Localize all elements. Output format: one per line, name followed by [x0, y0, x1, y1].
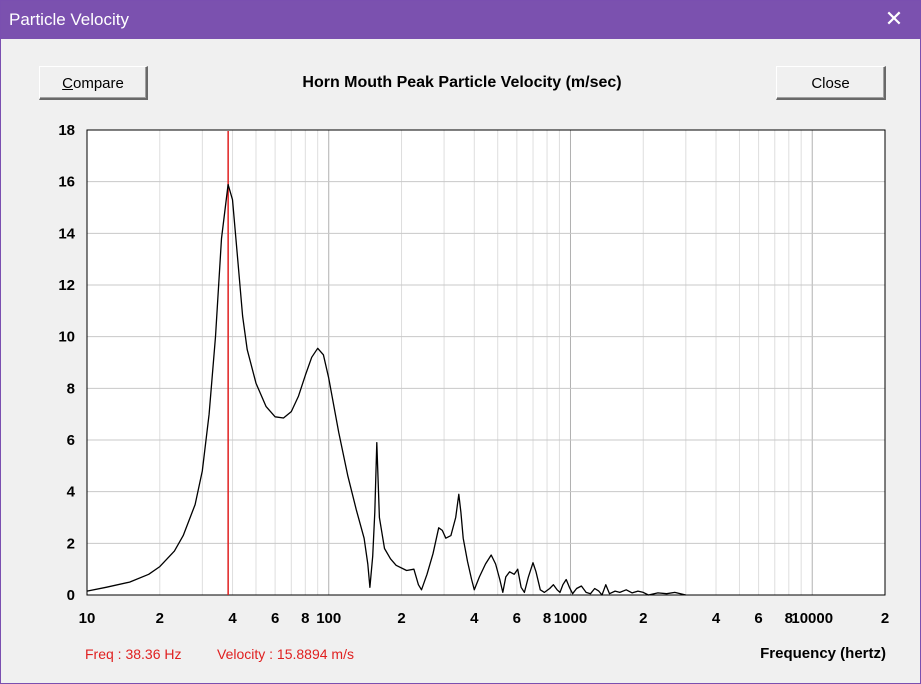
x-tick-label: 2 — [881, 610, 889, 627]
compare-mnemonic: C — [62, 75, 73, 92]
x-tick-label: 8 — [543, 610, 551, 627]
velocity-readout: Velocity : 15.8894 m/s — [217, 646, 354, 662]
x-tick-label: 1000 — [554, 610, 587, 627]
x-tick-label: 100 — [316, 610, 341, 627]
x-tick-label: 2 — [639, 610, 647, 627]
y-tick-label: 8 — [67, 380, 75, 397]
plot-area — [87, 130, 885, 595]
window-title: Particle Velocity — [9, 10, 129, 29]
x-tick-label: 8 — [301, 610, 309, 627]
x-tick-label: 4 — [470, 610, 479, 627]
x-axis-label: Frequency (hertz) — [760, 645, 886, 662]
y-tick-label: 10 — [58, 329, 75, 346]
y-tick-label: 18 — [58, 122, 75, 139]
close-icon[interactable]: ✕ — [884, 6, 904, 31]
y-tick-label: 14 — [58, 225, 75, 242]
plot-frame — [86, 129, 886, 596]
x-tick-label: 8 — [785, 610, 793, 627]
title-bar[interactable]: Particle Velocity ✕ — [1, 1, 920, 39]
chart-title: Horn Mouth Peak Particle Velocity (m/sec… — [302, 74, 622, 91]
x-tick-label: 6 — [513, 610, 521, 627]
x-tick-label: 2 — [156, 610, 164, 627]
y-tick-label: 0 — [67, 587, 75, 604]
y-tick-label: 16 — [58, 174, 75, 191]
velocity-series-line — [86, 183, 686, 596]
y-tick-label: 6 — [67, 432, 75, 449]
y-tick-label: 2 — [67, 535, 75, 552]
x-tick-label: 4 — [228, 610, 237, 627]
compare-label: ompare — [72, 75, 124, 92]
freq-readout: Freq : 38.36 Hz — [85, 646, 182, 662]
y-tick-label: 12 — [58, 277, 75, 294]
compare-button[interactable]: Compare — [39, 66, 148, 100]
x-tick-label: 4 — [712, 610, 721, 627]
y-tick-label: 4 — [67, 484, 76, 501]
x-tick-label: 6 — [271, 610, 279, 627]
x-tick-label: 10 — [79, 610, 96, 627]
close-button[interactable]: Close — [776, 66, 886, 100]
x-tick-label: 10000 — [791, 610, 833, 627]
x-tick-label: 2 — [397, 610, 405, 627]
x-tick-label: 6 — [754, 610, 762, 627]
